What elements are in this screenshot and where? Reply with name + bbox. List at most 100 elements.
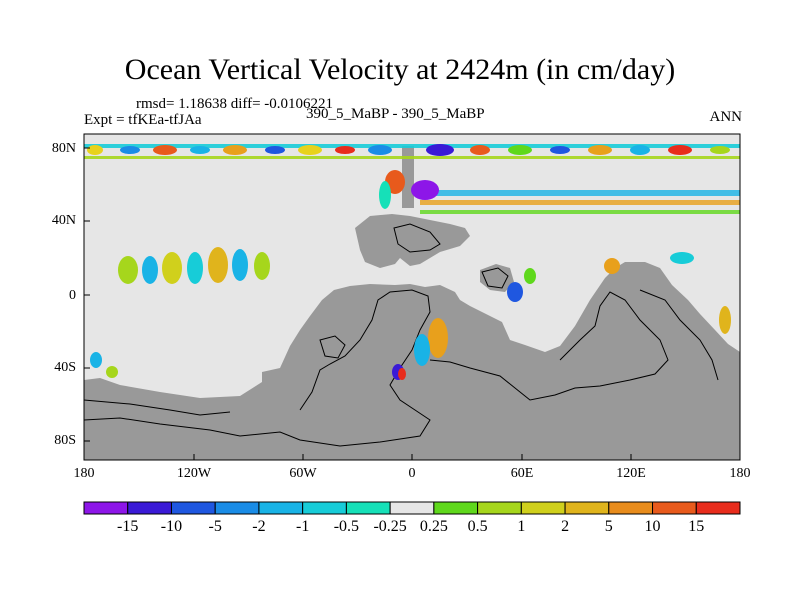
patch (120, 146, 140, 154)
colorbar-label: -1 (295, 518, 310, 535)
land-north-strip (402, 146, 414, 208)
colorbar-swatch (389, 501, 435, 515)
patch (414, 334, 430, 366)
patch (223, 145, 247, 155)
patch (106, 366, 118, 378)
colorbar-label: 0.25 (419, 518, 448, 535)
y-tick-label: 80S (54, 433, 76, 448)
patch (232, 249, 248, 281)
patch (710, 146, 730, 154)
colorbar-swatch (214, 501, 260, 515)
y-tick-label: 40S (54, 360, 76, 375)
patch (379, 181, 391, 209)
patch (508, 145, 532, 155)
patch (335, 146, 355, 154)
land-south (84, 262, 740, 460)
patch (142, 256, 158, 284)
colorbar-swatch (564, 501, 610, 515)
patch (588, 145, 612, 155)
patch (719, 306, 731, 334)
patch (670, 252, 694, 264)
patch (153, 145, 177, 155)
colorbar-swatch (170, 501, 216, 515)
land-small-island (480, 264, 514, 292)
patch (187, 252, 203, 284)
patch (630, 145, 650, 155)
y-tick-label: 0 (69, 288, 76, 303)
colorbar-swatch (345, 501, 391, 515)
x-tick-label: 0 (408, 466, 416, 481)
patch (398, 368, 406, 380)
x-tick-label: 180 (729, 466, 751, 481)
patch-streak (420, 200, 740, 205)
colorbar-swatch (302, 501, 347, 515)
coastline-antarctic (83, 399, 231, 416)
patch (190, 146, 210, 154)
y-tick-label: 80N (51, 141, 76, 156)
patch-arctic-band (84, 144, 740, 148)
patch (298, 145, 322, 155)
patch (265, 146, 285, 154)
colorbar-label: 1 (517, 518, 526, 535)
colorbar-label: -10 (160, 518, 183, 535)
colorbar (83, 501, 741, 515)
axis-ticks (84, 147, 632, 460)
x-tick-label: 120W (176, 466, 212, 481)
colorbar-label: -2 (252, 518, 266, 535)
colorbar-label: 10 (644, 518, 661, 535)
patch-streak (420, 210, 740, 214)
colorbar-label: 2 (561, 518, 570, 535)
y-tick-label: 40N (51, 213, 76, 228)
patch (426, 144, 454, 156)
patch-arctic-band (84, 156, 740, 159)
colorbar-label: -5 (208, 518, 222, 535)
colorbar-label: 15 (688, 518, 705, 535)
patch (254, 252, 270, 280)
patch (411, 180, 439, 200)
coastline-island (481, 267, 509, 289)
rmsd-diff-text: rmsd= 1.18638 diff= -0.0106221 (136, 96, 334, 112)
colorbar-swatch (695, 501, 741, 515)
patch (162, 252, 182, 284)
colorbar-label: -0.5 (333, 518, 360, 535)
patch (507, 282, 523, 302)
experiment-label: Expt = tfKEa-tfJAa (84, 112, 202, 128)
patch (524, 268, 536, 284)
colorbar-swatch (433, 501, 479, 515)
x-tick-label: 120E (616, 466, 646, 481)
patch (87, 145, 103, 155)
colorbar-swatch (477, 501, 522, 515)
coastline-asia (429, 291, 669, 401)
patch (550, 146, 570, 154)
patch (90, 352, 102, 368)
colorbar-swatch (608, 501, 654, 515)
patch (470, 145, 490, 155)
x-tick-label: 60W (289, 466, 317, 481)
colorbar-swatch (652, 501, 697, 515)
colorbar-swatch (520, 501, 566, 515)
anomaly-patches (84, 144, 740, 380)
coastline-east (639, 289, 719, 381)
x-tick-label: 60E (510, 466, 534, 481)
land-africa-europe (355, 214, 470, 268)
coastline-europe (393, 223, 441, 253)
colorbar-label: -15 (117, 518, 139, 535)
patch (604, 258, 620, 274)
colorbar-label: 5 (604, 518, 613, 535)
patch-streak (414, 190, 740, 196)
case-names: 390_5_MaBP - 390_5_MaBP (306, 106, 485, 122)
patch (368, 145, 392, 155)
colorbar-swatch (258, 501, 304, 515)
season-label: ANN (709, 109, 743, 125)
colorbar-label: -0.25 (373, 518, 407, 535)
colorbar-swatch (127, 501, 172, 515)
patch (118, 256, 138, 284)
x-tick-label: 180 (73, 466, 95, 481)
patch (668, 145, 692, 155)
land-masses (84, 146, 740, 460)
colorbar-label: 0.5 (467, 518, 488, 535)
colorbar-swatch (83, 501, 129, 515)
plot-title: Ocean Vertical Velocity at 2424m (in cm/… (124, 53, 676, 86)
patch (428, 318, 448, 358)
